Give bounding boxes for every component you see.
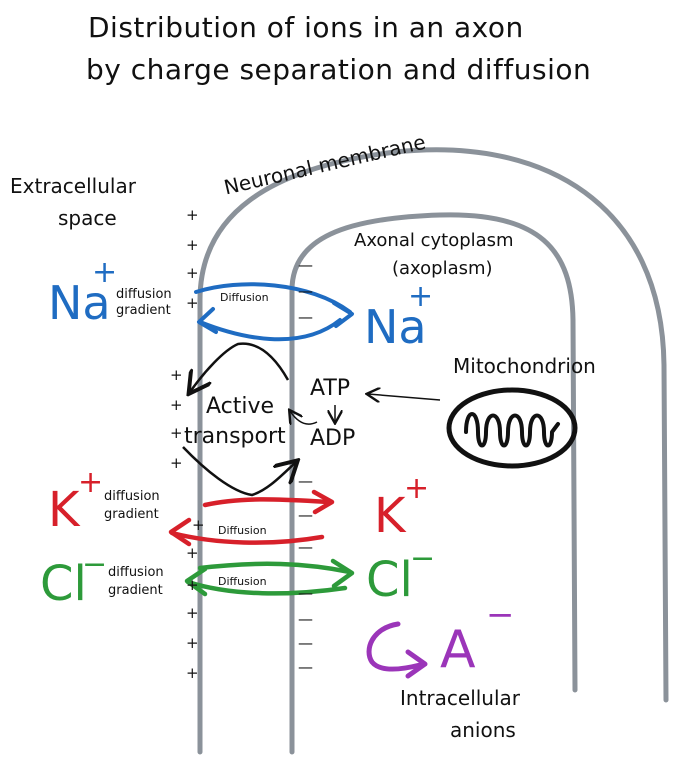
negative-charge: — xyxy=(298,634,313,652)
na-charge-intracellular: + xyxy=(408,279,434,314)
na-ion-extracellular: Na xyxy=(48,276,111,330)
negative-charge: — xyxy=(298,538,313,556)
diagram-title-line1: Distribution of ions in an axon xyxy=(88,11,524,44)
cytoplasm-label-line2: (axoplasm) xyxy=(392,258,493,279)
active-transport-label-line2: transport xyxy=(184,424,286,449)
k-charge-extracellular: + xyxy=(78,465,104,500)
positive-charge: + xyxy=(186,604,199,622)
negative-charge: — xyxy=(298,282,313,300)
positive-charge: + xyxy=(186,294,199,312)
mitochondrion-label: Mitochondrion xyxy=(453,354,596,378)
positive-charge: + xyxy=(186,634,199,652)
cl-diffusion-arrow-in xyxy=(197,561,353,575)
extracellular-label-line1: Extracellular xyxy=(10,174,136,198)
membrane-outer-line xyxy=(197,147,669,755)
na-gradient-label-line1: diffusion xyxy=(116,287,172,302)
cl-ion-extracellular: Cl xyxy=(40,556,87,612)
anion-symbol: A xyxy=(440,620,476,680)
k-ion-intracellular: K xyxy=(374,488,406,544)
na-diffusion-label: Diffusion xyxy=(220,291,269,304)
negative-charge: — xyxy=(298,506,313,524)
anion-charge: − xyxy=(486,595,515,635)
mitochondrion-icon xyxy=(446,387,578,469)
negative-charge: — xyxy=(298,658,313,676)
membrane-inner-line xyxy=(289,212,578,755)
na-gradient-label-line2: gradient xyxy=(116,303,171,318)
k-diffusion-arrow-in xyxy=(202,497,333,508)
cl-charge-intracellular: − xyxy=(410,541,436,576)
k-gradient-label-line1: diffusion xyxy=(104,489,160,504)
cl-diffusion-label: Diffusion xyxy=(218,575,267,588)
active-transport-label-line1: Active xyxy=(206,394,275,419)
atp-label: ATP xyxy=(310,376,351,401)
positive-charge: + xyxy=(186,664,199,682)
positive-charge: + xyxy=(186,544,199,562)
diagram-title-line2: by charge separation and diffusion xyxy=(86,53,592,86)
negative-charge: — xyxy=(298,308,313,326)
na-diffusion-arrow-out xyxy=(198,318,342,342)
intracellular-label-line2: anions xyxy=(450,718,516,742)
cl-gradient-label-line2: gradient xyxy=(108,583,163,598)
adp-label: ADP xyxy=(310,426,356,451)
extracellular-label-line2: space xyxy=(58,206,117,230)
anion-curved-arrow xyxy=(366,621,423,672)
positive-charge: + xyxy=(186,206,199,224)
negative-charge: — xyxy=(298,610,313,628)
positive-charge: + xyxy=(192,516,205,534)
negative-charge: — xyxy=(298,584,313,602)
cl-diffusion-arrow-out xyxy=(185,579,348,596)
k-diffusion-label: Diffusion xyxy=(218,524,267,537)
k-gradient-label-line2: gradient xyxy=(104,507,159,522)
positive-charge: + xyxy=(186,236,199,254)
positive-charge: + xyxy=(170,396,183,414)
k-charge-intracellular: + xyxy=(404,471,430,506)
negative-charge: — xyxy=(298,256,313,274)
positive-charge: + xyxy=(170,366,183,384)
positive-charge: + xyxy=(170,424,183,442)
intracellular-label-line1: Intracellular xyxy=(400,686,521,710)
cl-ion-intracellular: Cl xyxy=(366,552,413,608)
energy-to-transport-arrow xyxy=(290,411,318,424)
negative-charge: — xyxy=(298,472,313,490)
na-ion-intracellular: Na xyxy=(364,300,427,354)
positive-charge: + xyxy=(186,264,199,282)
cytoplasm-label-line1: Axonal cytoplasm xyxy=(354,230,514,251)
k-diffusion-arrow-out xyxy=(169,530,325,545)
mitochondrion-to-atp-arrow xyxy=(368,394,441,400)
positive-charge: + xyxy=(186,576,199,594)
cl-charge-extracellular: − xyxy=(82,547,108,582)
active-transport-arrow-out xyxy=(190,342,290,392)
positive-charge: + xyxy=(170,454,183,472)
cl-gradient-label-line1: diffusion xyxy=(108,565,164,580)
na-charge-extracellular: + xyxy=(92,255,118,290)
k-ion-extracellular: K xyxy=(48,482,80,538)
active-transport-arrow-in xyxy=(182,446,296,497)
